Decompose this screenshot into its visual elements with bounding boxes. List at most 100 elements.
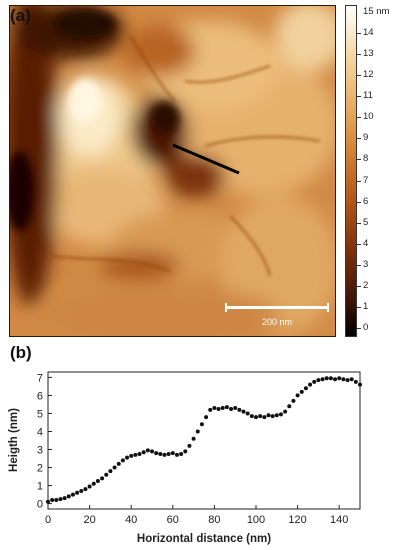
colorbar-tick — [357, 159, 361, 161]
data-point — [270, 414, 275, 419]
colorbar-tick-label: 1 — [363, 300, 369, 312]
data-point — [266, 413, 271, 418]
data-point — [291, 398, 296, 403]
x-tick-label: 0 — [45, 514, 51, 526]
colorbar-tick-label: 3 — [363, 258, 369, 270]
data-point — [137, 452, 142, 457]
colorbar-tick — [357, 33, 361, 35]
data-point — [141, 450, 146, 455]
colorbar-tick — [357, 243, 361, 245]
data-point — [104, 472, 109, 477]
colorbar-tick — [357, 117, 361, 119]
colorbar-tick-label: 12 — [363, 69, 374, 81]
panel-a-label: (a) — [10, 6, 31, 25]
data-point — [258, 414, 263, 419]
data-point — [112, 465, 117, 470]
data-point — [233, 406, 238, 411]
scale-bar-label: 200 nm — [261, 317, 293, 327]
colorbar-tick — [357, 75, 361, 77]
data-point — [166, 452, 171, 457]
scale-bar — [225, 303, 329, 312]
data-point — [316, 378, 321, 383]
data-point — [46, 499, 50, 504]
height-colorbar — [345, 5, 357, 337]
x-tick-label: 40 — [125, 514, 137, 526]
colorbar-tick-label: 14 — [363, 27, 374, 39]
x-axis-title: Horizontal distance (nm) — [137, 533, 271, 545]
colorbar-tick-label: 7 — [363, 174, 369, 186]
x-tick-label: 20 — [83, 514, 95, 526]
colorbar-tick-label: 8 — [363, 153, 369, 165]
x-tick-label: 140 — [330, 514, 348, 526]
data-point — [274, 413, 279, 418]
colorbar-tick — [357, 285, 361, 287]
data-point — [154, 451, 159, 456]
colorbar-tick — [357, 54, 361, 56]
y-tick-label: 1 — [37, 481, 43, 493]
data-point — [353, 379, 358, 384]
data-point — [179, 452, 184, 457]
data-point — [333, 377, 338, 382]
data-point — [312, 379, 317, 384]
data-point — [129, 453, 134, 458]
data-point — [70, 492, 75, 497]
data-point — [83, 487, 88, 492]
colorbar-tick — [357, 222, 361, 224]
data-point — [212, 406, 217, 411]
data-point — [208, 407, 213, 412]
data-point — [328, 376, 333, 381]
data-point — [254, 415, 258, 420]
data-point — [100, 476, 105, 481]
data-point — [125, 455, 130, 460]
panel-b-label: (b) — [10, 343, 32, 362]
y-tick-label: 0 — [37, 499, 43, 511]
y-tick-label: 6 — [37, 390, 43, 402]
data-point — [150, 449, 154, 454]
colorbar-tick-label: 4 — [363, 237, 369, 249]
data-point — [75, 490, 80, 495]
data-point — [58, 497, 63, 502]
data-point — [295, 393, 300, 398]
x-tick-label: 60 — [167, 514, 179, 526]
colorbar-tick-label: 11 — [363, 90, 373, 102]
data-point — [287, 404, 292, 409]
data-point — [262, 415, 267, 420]
data-point — [87, 484, 92, 489]
data-point — [183, 449, 188, 454]
y-tick-label: 3 — [37, 445, 43, 457]
data-point — [324, 376, 329, 381]
data-point — [229, 406, 234, 411]
data-point — [283, 409, 288, 414]
data-point — [216, 406, 221, 411]
data-point — [337, 376, 342, 381]
height-profile-chart: 0 20 40 60 80 100 120 140 0 1 2 3 4 5 6 7 Horizontal di… — [8, 371, 362, 545]
y-tick-label: 4 — [37, 426, 43, 438]
colorbar-tick — [357, 264, 361, 266]
data-point — [320, 377, 325, 382]
data-point — [199, 422, 204, 427]
colorbar-tick-label: 9 — [363, 132, 369, 144]
data-point — [62, 496, 67, 501]
data-point — [358, 382, 362, 387]
x-tick-label: 100 — [247, 514, 265, 526]
data-point — [54, 497, 59, 502]
data-point — [195, 429, 200, 434]
data-point — [95, 479, 100, 484]
data-point — [241, 409, 246, 414]
x-tick-label: 120 — [288, 514, 306, 526]
colorbar-tick-label: 5 — [363, 216, 369, 228]
afm-topography-image — [9, 5, 336, 337]
data-point — [116, 461, 121, 466]
colorbar-tick-label: 2 — [363, 279, 369, 291]
data-point — [174, 452, 179, 457]
data-point — [50, 497, 55, 502]
data-point — [308, 382, 313, 387]
data-point — [133, 452, 138, 457]
y-tick-label: 5 — [37, 408, 43, 420]
colorbar-tick-label: 10 — [363, 111, 374, 123]
data-point — [237, 407, 242, 412]
data-point — [303, 386, 308, 391]
data-point — [145, 448, 150, 453]
data-point — [162, 452, 167, 457]
data-point — [341, 377, 346, 382]
